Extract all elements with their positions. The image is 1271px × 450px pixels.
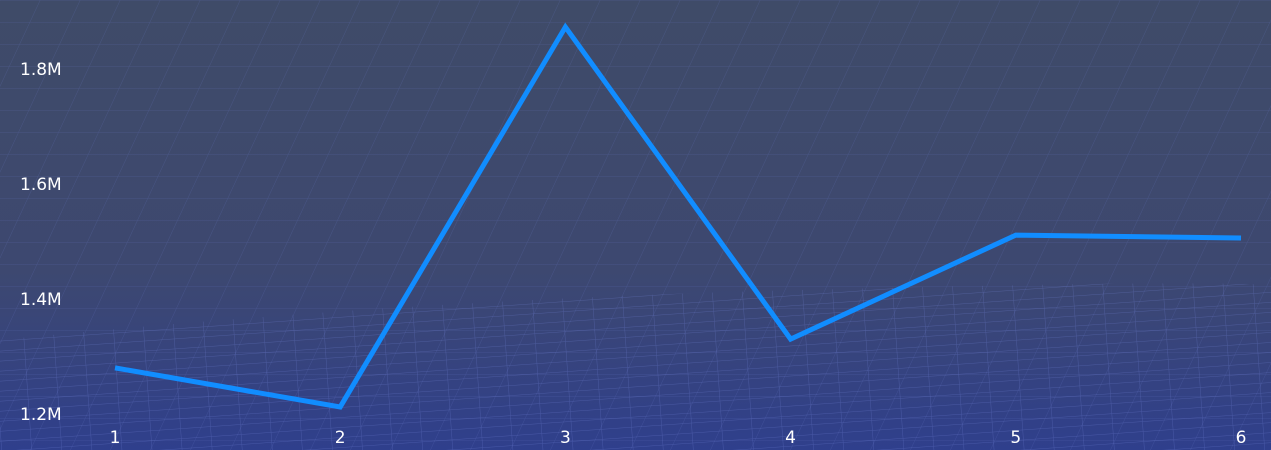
line bbox=[114, 22, 1242, 410]
x-tick-label: 2 bbox=[335, 428, 346, 448]
x-tick-label: 6 bbox=[1236, 428, 1247, 448]
x-tick-label: 4 bbox=[785, 428, 796, 448]
y-tick-label: 1.6M bbox=[20, 175, 62, 195]
y-tick-label: 1.8M bbox=[20, 60, 62, 80]
x-tick-label: 3 bbox=[560, 428, 571, 448]
background-floor bbox=[0, 283, 1271, 450]
x-tick-label: 1 bbox=[110, 428, 121, 448]
y-tick-label: 1.4M bbox=[20, 290, 62, 310]
x-tick-label: 5 bbox=[1010, 428, 1021, 448]
y-tick-label: 1.2M bbox=[20, 405, 62, 425]
